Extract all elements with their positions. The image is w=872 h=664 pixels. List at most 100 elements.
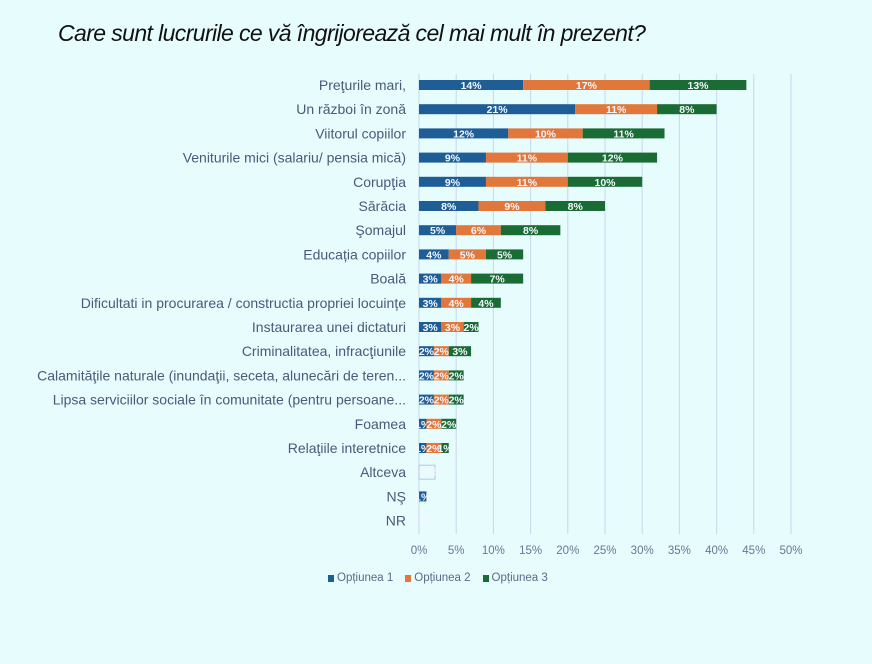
data-label: 13% xyxy=(687,80,709,92)
data-label: 2% xyxy=(434,346,450,358)
x-tick-label: 15% xyxy=(519,545,542,557)
data-label: 17% xyxy=(576,80,598,92)
bar-segment xyxy=(463,322,479,332)
data-label: 12% xyxy=(602,153,624,165)
bar-segment xyxy=(485,152,568,163)
data-label: 1% xyxy=(437,443,453,455)
data-label: 9% xyxy=(504,201,520,213)
legend-item-option-2[interactable]: Opțiunea 2 xyxy=(405,572,471,584)
bar-segment xyxy=(478,201,546,211)
data-label: 2% xyxy=(434,370,450,382)
bar-segment xyxy=(485,176,568,187)
bar-segment xyxy=(582,128,665,139)
x-tick-label: 30% xyxy=(631,545,654,557)
data-label: 2% xyxy=(426,443,442,455)
x-tick-label: 0% xyxy=(411,545,428,557)
bar-segment xyxy=(441,418,457,429)
data-label: 5% xyxy=(497,249,513,261)
category-label: Dificultati in procurarea / constructia … xyxy=(81,295,406,311)
bar-segment xyxy=(485,249,524,260)
bar-segment xyxy=(441,322,464,332)
bar-segment xyxy=(419,297,442,308)
data-label: 7% xyxy=(490,274,506,286)
x-tick-label: 45% xyxy=(742,545,765,557)
bar-segment xyxy=(471,297,501,308)
legend-item-option-3[interactable]: Opțiunea 3 xyxy=(482,572,548,584)
bar-segment xyxy=(419,418,427,429)
data-label: 11% xyxy=(613,128,634,140)
legend-label: Opțiunea 1 xyxy=(337,572,394,584)
bar-segment xyxy=(448,249,486,260)
bar-segment xyxy=(456,225,501,236)
category-label: Educația copiilor xyxy=(303,246,406,262)
bar-segment xyxy=(419,201,479,211)
data-label: 11% xyxy=(517,153,538,165)
category-label: Foamea xyxy=(355,416,407,432)
category-label: Viitorul copiilor xyxy=(315,125,406,141)
data-label: 3% xyxy=(423,322,439,334)
data-label: 11% xyxy=(517,177,538,189)
bar-segment xyxy=(567,152,658,163)
bar-segment xyxy=(433,394,449,405)
bar-segment xyxy=(433,346,449,357)
data-label: 4% xyxy=(449,274,465,286)
category-label: Corupţia xyxy=(353,174,406,190)
bar-segment xyxy=(471,273,524,284)
category-label: Veniturile mici (salariu/ pensia mică) xyxy=(183,150,406,166)
x-tick-label: 40% xyxy=(705,545,728,557)
bar-segment xyxy=(419,152,486,163)
data-label: 4% xyxy=(449,298,465,310)
data-label: 12% xyxy=(453,128,475,140)
bar-segment xyxy=(419,346,434,357)
category-label: Instaurarea unei dictaturi xyxy=(252,319,406,335)
bar-segment xyxy=(426,443,442,453)
stacked-bar-chart: 0% 5% 10% 15% 20% 25% 30% 35% 40% 45% 50% Preţurile… xyxy=(37,74,803,557)
category-label: Relaţiile interetnice xyxy=(288,440,406,456)
category-label: Calamităţile naturale (inundaţii, seceta… xyxy=(37,367,406,383)
data-label: 2% xyxy=(419,370,435,382)
data-label: 11% xyxy=(606,104,627,116)
x-tick-label: 25% xyxy=(593,545,616,557)
bar-segment xyxy=(441,443,449,453)
data-label: 2% xyxy=(449,395,465,407)
data-label: 8% xyxy=(441,201,457,213)
bar-segment xyxy=(433,370,449,381)
legend-label: Opțiunea 2 xyxy=(414,572,471,584)
legend-item-option-1[interactable]: Opțiunea 1 xyxy=(328,572,393,584)
category-label: NR xyxy=(386,513,406,529)
data-label: 0% xyxy=(419,516,435,528)
category-label: NŞ xyxy=(387,488,406,504)
bar-segment xyxy=(575,104,658,115)
x-tick-label: 20% xyxy=(556,545,579,557)
data-label: 8% xyxy=(679,104,695,116)
bar-segment xyxy=(448,394,464,405)
bar-segment xyxy=(419,176,486,187)
bar-segment xyxy=(441,297,472,308)
data-label: 9% xyxy=(445,177,461,189)
x-tick-label: 5% xyxy=(448,545,465,557)
bar-segment xyxy=(419,80,524,90)
chart-title: Care sunt lucrurile ce vă îngrijorează c… xyxy=(58,20,646,46)
bar-segment xyxy=(419,249,449,260)
data-label: 2% xyxy=(419,346,435,358)
data-label: 8% xyxy=(568,201,584,213)
data-label: 3% xyxy=(423,298,439,310)
legend: Opțiunea 1 Opțiunea 2 Opțiunea 3 xyxy=(328,572,548,584)
data-label: 10% xyxy=(535,128,557,140)
bar-segment xyxy=(657,104,717,115)
category-label: Şomajul xyxy=(355,222,406,238)
data-label: 8% xyxy=(523,225,539,237)
category-label: Lipsa serviciilor sociale în comunitate … xyxy=(53,392,406,408)
bar-segment xyxy=(419,104,576,115)
legend-swatch-option-1 xyxy=(328,574,334,582)
data-label: 2% xyxy=(463,322,479,334)
category-label: Un război în zonă xyxy=(296,101,406,117)
bar-segment xyxy=(500,225,561,236)
data-label: 2% xyxy=(434,395,450,407)
data-label: 2% xyxy=(441,419,457,431)
data-label: 1% xyxy=(415,491,431,503)
category-label: Altceva xyxy=(360,464,406,480)
bar-segment xyxy=(448,370,464,381)
bar-segment xyxy=(545,201,605,211)
data-label: 4% xyxy=(426,249,442,261)
